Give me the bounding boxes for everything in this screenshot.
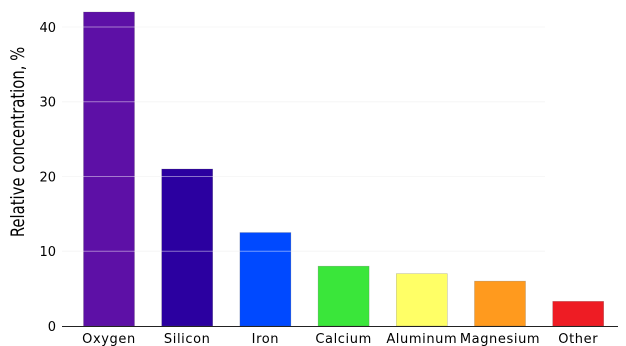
x-tick-label: Calcium <box>315 332 372 346</box>
y-tick-labels: 0 10 20 30 40 <box>39 21 56 335</box>
y-tick-label: 20 <box>39 170 56 185</box>
y-tick-label: 40 <box>39 21 56 36</box>
bar-iron <box>239 232 292 327</box>
bar-silicon <box>161 168 213 327</box>
x-tick-label: Aluminum <box>386 332 457 346</box>
y-tick-label: 30 <box>39 96 56 111</box>
bar-aluminum <box>395 273 448 327</box>
y-tick-label: 0 <box>48 320 56 335</box>
x-tick-label: Iron <box>252 332 280 346</box>
bar-oxygen <box>83 11 135 327</box>
bars <box>83 11 605 327</box>
gridlines <box>62 26 545 252</box>
x-tick-labels: Oxygen Silicon Iron Calcium Aluminum Magnesiu… <box>82 332 598 346</box>
x-tick-label: Oxygen <box>82 332 136 346</box>
bar-other <box>552 301 605 327</box>
y-axis-title: Relative concentration, % <box>7 47 29 237</box>
x-tick-label: Other <box>558 332 598 346</box>
bar-magnesium <box>474 280 526 327</box>
x-tick-label: Silicon <box>164 332 211 346</box>
x-tick-label: Magnesium <box>460 332 540 346</box>
bar-calcium <box>317 265 370 327</box>
gridlines-over-bars <box>62 26 545 252</box>
y-tick-label: 10 <box>39 245 56 260</box>
